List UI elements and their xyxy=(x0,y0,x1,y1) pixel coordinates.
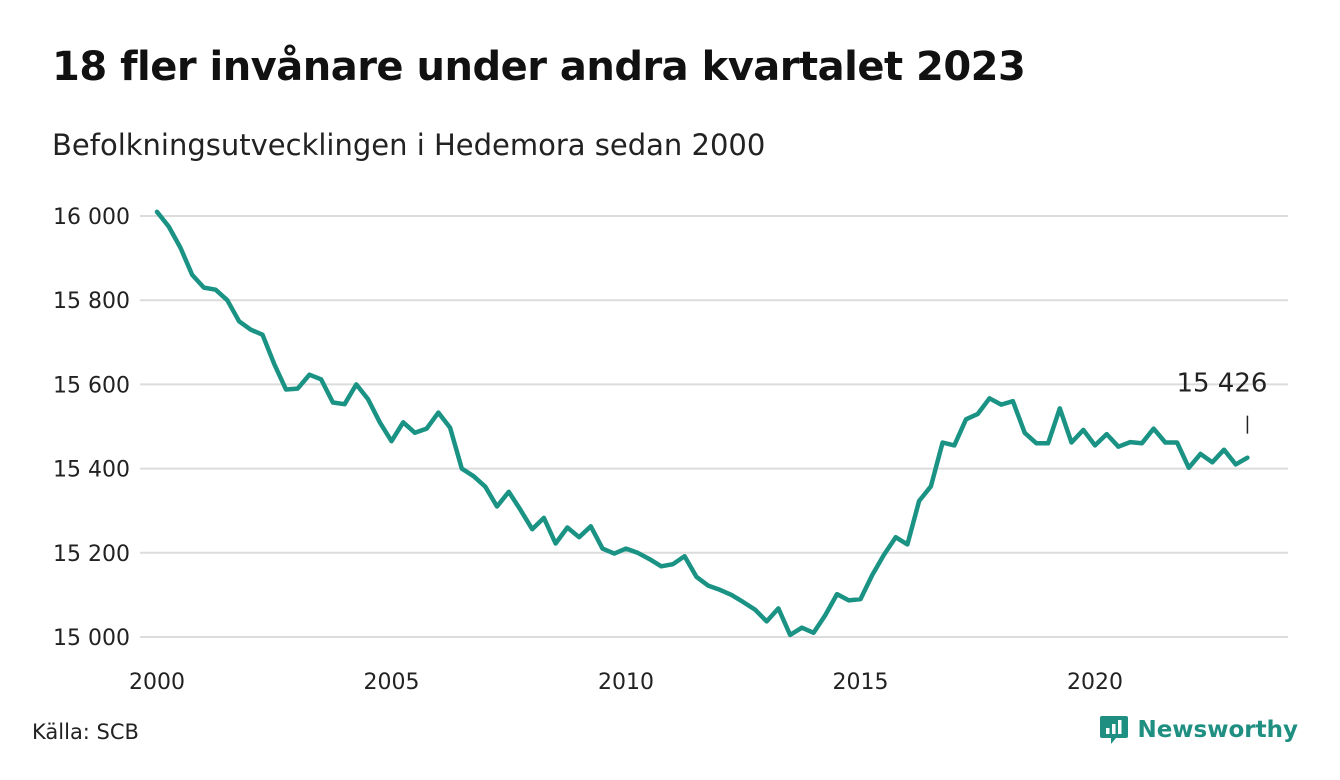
source-note: Källa: SCB xyxy=(32,720,139,744)
y-tick-label: 16 000 xyxy=(53,205,130,230)
y-tick-label: 15 600 xyxy=(53,373,130,398)
x-tick-label: 2015 xyxy=(833,670,889,695)
series-layer xyxy=(154,209,1250,638)
y-tick-label: 15 200 xyxy=(53,542,130,567)
brand-logo[interactable]: Newsworthy xyxy=(1099,714,1298,746)
gridlines xyxy=(140,215,1288,638)
x-tick-label: 2000 xyxy=(129,670,185,695)
x-axis-ticks: 2000 2005 2010 2015 2020 xyxy=(129,670,1123,695)
y-axis-ticks: 16 000 15 800 15 600 15 400 15 200 15 000 xyxy=(53,205,130,651)
x-tick-label: 2010 xyxy=(598,670,654,695)
chart-subtitle: Befolkningsutvecklingen i Hedemora sedan… xyxy=(52,128,766,162)
chart-title: 18 fler invånare under andra kvartalet 2… xyxy=(52,44,1026,90)
y-tick-label: 15 800 xyxy=(53,289,130,314)
line-chart: 16 000 15 800 15 600 15 400 15 200 15 000 200… xyxy=(53,205,1288,695)
last-value-label: 15 426 xyxy=(1176,369,1267,399)
series-line xyxy=(154,209,1250,638)
y-tick-label: 15 400 xyxy=(53,458,130,483)
x-tick-label: 2005 xyxy=(364,670,420,695)
brand-name: Newsworthy xyxy=(1137,717,1298,743)
annotation-layer: 15 426 xyxy=(1176,369,1267,434)
y-tick-label: 15 000 xyxy=(53,626,130,651)
x-tick-label: 2020 xyxy=(1067,670,1123,695)
newsworthy-logo-icon xyxy=(1100,716,1129,744)
